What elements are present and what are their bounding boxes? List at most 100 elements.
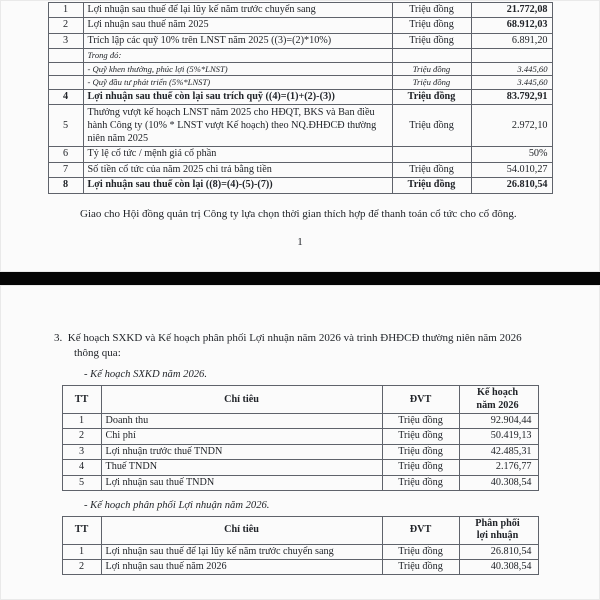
row-value: 26.810,54 xyxy=(470,177,553,194)
row-label: Tỷ lệ cổ tức / mệnh giá cổ phần xyxy=(82,146,393,163)
table-row: 1 Lợi nhuận sau thuế để lại lũy kế năm t… xyxy=(47,1,553,19)
profit-distribution-plan-table: TT Chỉ tiêu ĐVT Phân phối lợi nhuận 1 Lợi… xyxy=(61,516,539,576)
row-value: 50% xyxy=(470,146,553,163)
row-unit: Triệu đồng xyxy=(381,428,460,445)
column-header-unit: ĐVT xyxy=(381,385,460,414)
row-unit: Triệu đồng xyxy=(391,177,472,194)
row-number: 8 xyxy=(47,177,84,194)
row-unit: Triệu đồng xyxy=(391,75,472,90)
row-value: 2.972,10 xyxy=(470,104,553,148)
paragraph-text: Giao cho Hội đồng quản trị Công ty lựa c… xyxy=(80,207,517,220)
row-number: 4 xyxy=(61,459,102,476)
column-header-value-line1: Kế hoạch xyxy=(476,387,519,399)
row-label: Thuế TNDN xyxy=(100,459,383,476)
row-unit xyxy=(391,48,472,63)
row-number: 3 xyxy=(47,32,84,50)
table-row: 1 Doanh thu Triệu đồng 92.904,44 xyxy=(61,412,539,430)
row-label: Lợi nhuận sau thuế còn lại sau trích quỹ… xyxy=(82,88,393,106)
section-heading: 3. Kế hoạch SXKD và Kế hoạch phân phối L… xyxy=(54,331,546,360)
page-separator xyxy=(0,272,600,285)
row-label: Trong đó: xyxy=(82,48,393,63)
row-value: 26.810,54 xyxy=(458,543,539,561)
profit-distribution-table: 1 Lợi nhuận sau thuế để lại lũy kế năm t… xyxy=(47,1,553,194)
row-value: 68.912,03 xyxy=(470,17,553,34)
column-header-indicator: Chỉ tiêu xyxy=(100,385,383,414)
table-row: 2 Lợi nhuận sau thuế năm 2026 Triệu đồng… xyxy=(61,559,539,576)
table-row: 3 Lợi nhuận trước thuế TNDN Triệu đồng 4… xyxy=(61,443,539,461)
document-page-2: 3. Kế hoạch SXKD và Kế hoạch phân phối L… xyxy=(0,285,600,600)
section-text: Kế hoạch SXKD và Kế hoạch phân phối Lợi … xyxy=(67,332,522,359)
table-row: 3 Trích lập các quỹ 10% trên LNST năm 20… xyxy=(47,32,553,50)
row-number: 2 xyxy=(47,17,84,34)
table-row: 4 Lợi nhuận sau thuế còn lại sau trích q… xyxy=(47,88,553,106)
row-number xyxy=(47,61,84,77)
row-value: 3.445,60 xyxy=(470,61,553,77)
row-value: 3.445,60 xyxy=(470,75,553,90)
row-unit: Triệu đồng xyxy=(381,459,460,476)
row-value: 42.485,31 xyxy=(458,443,539,461)
row-unit: Triệu đồng xyxy=(381,543,460,561)
row-unit: Triệu đồng xyxy=(391,32,472,50)
row-value: 92.904,44 xyxy=(458,412,539,430)
row-label: Lợi nhuận sau thuế TNDN xyxy=(100,474,383,492)
row-unit: Triệu đồng xyxy=(381,443,460,461)
table-row: - Quỹ đầu tư phát triển (5%*LNST) Triệu … xyxy=(47,75,553,90)
row-value: 40.308,54 xyxy=(458,559,539,576)
section-number: 3. xyxy=(54,332,63,344)
row-number: 5 xyxy=(61,474,102,492)
row-label: - Quỹ đầu tư phát triển (5%*LNST) xyxy=(82,75,393,90)
row-number: 6 xyxy=(47,146,84,163)
column-header-value-line1: Phân phối xyxy=(475,518,520,530)
row-value: 21.772,08 xyxy=(470,1,553,19)
row-unit: Triệu đồng xyxy=(391,17,472,34)
row-unit xyxy=(391,146,472,163)
row-label: Số tiền cổ tức của năm 2025 chi trả bằng… xyxy=(82,161,393,179)
row-value: 6.891,20 xyxy=(470,32,553,50)
table-header-row: TT Chỉ tiêu ĐVT Kế hoạch năm 2026 xyxy=(61,385,539,414)
row-label: Lợi nhuận sau thuế còn lại ((8)=(4)-(5)-… xyxy=(82,177,393,194)
row-value: 2.176,77 xyxy=(458,459,539,476)
row-value: 83.792,91 xyxy=(470,88,553,106)
column-header-value: Phân phối lợi nhuận xyxy=(458,516,539,545)
row-label: Lợi nhuận sau thuế để lại lũy kế năm trư… xyxy=(82,1,393,19)
row-label: - Quỹ khen thưởng, phúc lợi (5%*LNST) xyxy=(82,61,393,77)
table-header-row: TT Chỉ tiêu ĐVT Phân phối lợi nhuận xyxy=(61,516,539,545)
row-number: 1 xyxy=(61,412,102,430)
table-row: 4 Thuế TNDN Triệu đồng 2.176,77 xyxy=(61,459,539,476)
row-unit: Triệu đồng xyxy=(391,88,472,106)
row-unit: Triệu đồng xyxy=(381,559,460,576)
row-label: Chi phí xyxy=(100,428,383,445)
column-header-tt: TT xyxy=(61,385,102,414)
table-row: - Quỹ khen thưởng, phúc lợi (5%*LNST) Tr… xyxy=(47,61,553,77)
row-number: 5 xyxy=(47,104,84,148)
column-header-unit: ĐVT xyxy=(381,516,460,545)
row-unit: Triệu đồng xyxy=(391,161,472,179)
row-value: 54.010,27 xyxy=(470,161,553,179)
table-row: 5 Thưởng vượt kế hoạch LNST năm 2025 cho… xyxy=(47,104,553,148)
column-header-value-line2: lợi nhuận xyxy=(476,530,519,542)
row-label: Lợi nhuận sau thuế để lại lũy kế năm trư… xyxy=(100,543,383,561)
row-number xyxy=(47,75,84,90)
row-number: 2 xyxy=(61,428,102,445)
row-label: Doanh thu xyxy=(100,412,383,430)
column-header-value-line2: năm 2026 xyxy=(476,399,519,411)
table-row: 5 Lợi nhuận sau thuế TNDN Triệu đồng 40.… xyxy=(61,474,539,492)
row-label: Lợi nhuận sau thuế năm 2025 xyxy=(82,17,393,34)
subsection-distribution-label: - Kế hoạch phân phối Lợi nhuận năm 2026. xyxy=(84,500,270,512)
row-unit: Triệu đồng xyxy=(381,412,460,430)
closing-paragraph: Giao cho Hội đồng quản trị Công ty lựa c… xyxy=(54,207,546,222)
row-label: Thưởng vượt kế hoạch LNST năm 2025 cho H… xyxy=(82,104,393,148)
row-label: Lợi nhuận sau thuế năm 2026 xyxy=(100,559,383,576)
table-row: 8 Lợi nhuận sau thuế còn lại ((8)=(4)-(5… xyxy=(47,177,553,194)
subsection-plan-label: - Kế hoạch SXKD năm 2026. xyxy=(84,369,207,381)
row-unit: Triệu đồng xyxy=(391,61,472,77)
page-number: 1 xyxy=(297,236,303,249)
table-row: 7 Số tiền cổ tức của năm 2025 chi trả bằ… xyxy=(47,161,553,179)
business-plan-table: TT Chỉ tiêu ĐVT Kế hoạch năm 2026 1 Doanh… xyxy=(61,385,539,492)
row-number xyxy=(47,48,84,63)
row-number: 4 xyxy=(47,88,84,106)
row-unit: Triệu đồng xyxy=(381,474,460,492)
column-header-indicator: Chỉ tiêu xyxy=(100,516,383,545)
column-header-tt: TT xyxy=(61,516,102,545)
